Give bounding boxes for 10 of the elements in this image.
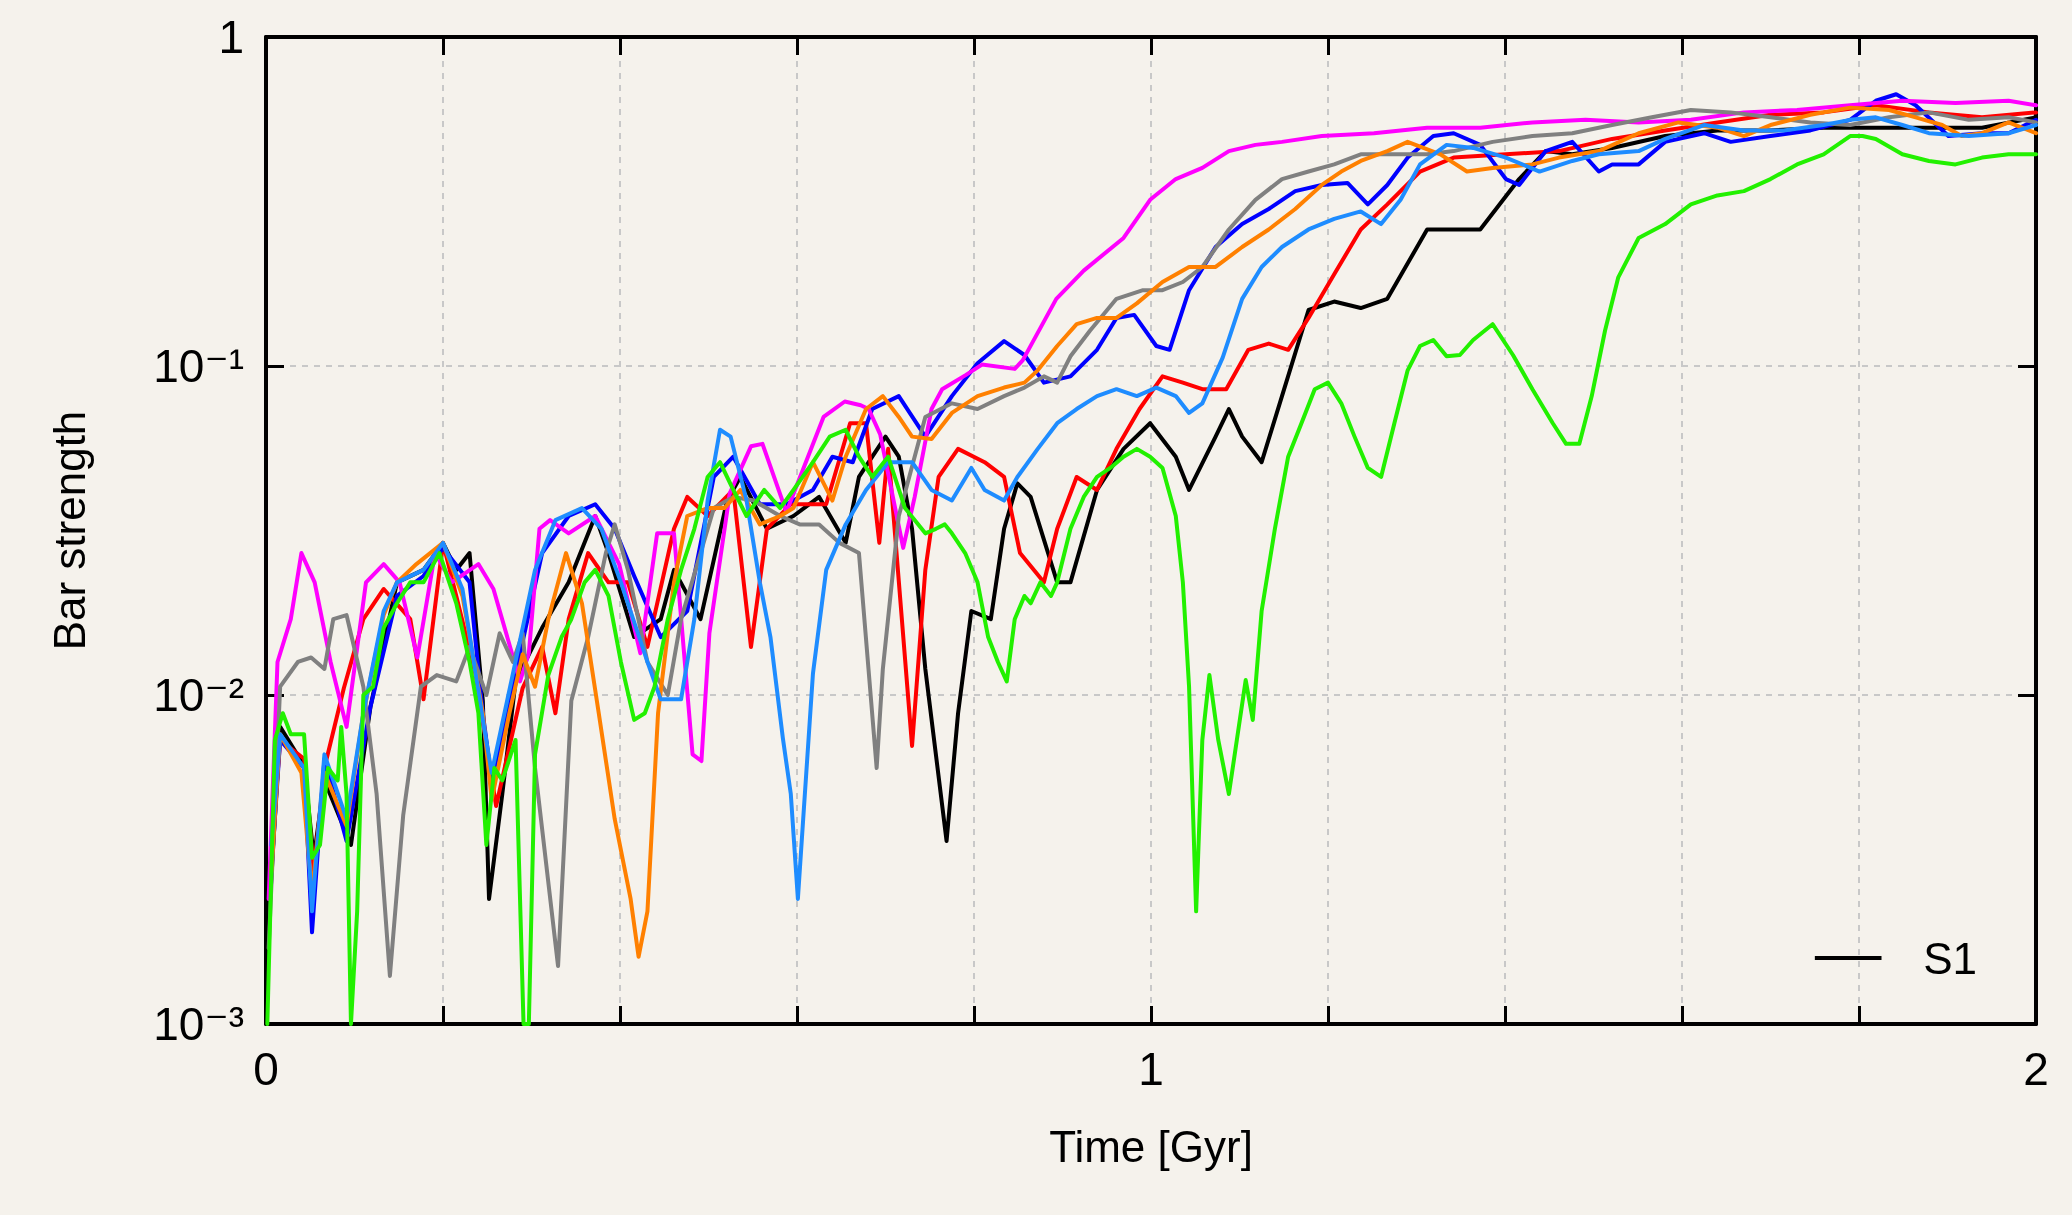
y-tick-label: 10⁻² [153, 669, 244, 721]
x-tick-label: 1 [1138, 1043, 1164, 1095]
y-tick-label: 10⁻¹ [153, 340, 244, 392]
x-axis-title: Time [Gyr] [1049, 1121, 1253, 1171]
y-tick-label: 1 [218, 11, 244, 63]
legend-label: S1 [1923, 933, 1978, 983]
x-tick-label: 2 [2023, 1043, 2049, 1095]
y-tick-label: 10⁻³ [153, 998, 244, 1050]
x-tick-label: 0 [253, 1043, 279, 1095]
y-axis-title: Bar strength [44, 410, 94, 651]
